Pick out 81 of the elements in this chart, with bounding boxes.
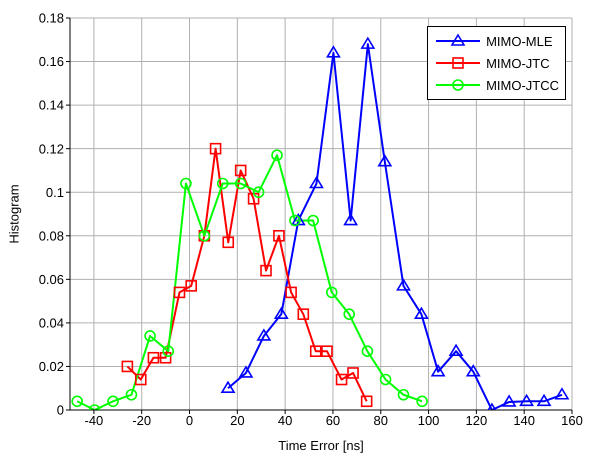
x-tick-label: 120 (466, 413, 488, 428)
point (285, 286, 297, 298)
x-tick-label: 60 (326, 413, 340, 428)
point (274, 307, 288, 319)
point (380, 374, 392, 386)
point (234, 178, 246, 190)
point (185, 280, 197, 292)
point (310, 176, 324, 188)
point (210, 142, 222, 154)
point (234, 164, 246, 176)
point (221, 381, 235, 394)
point (347, 367, 359, 379)
point (362, 345, 374, 357)
point (252, 186, 264, 198)
x-tick-label: 40 (278, 413, 292, 428)
point (107, 395, 119, 408)
point (310, 345, 322, 357)
y-tick-label: 0.14 (38, 98, 64, 113)
y-tick-label: 0.02 (38, 359, 64, 374)
point (344, 214, 358, 226)
point (360, 395, 372, 408)
point (307, 214, 319, 226)
point (160, 352, 172, 364)
legend-label: MIMO-JTC (486, 56, 550, 70)
point (134, 374, 147, 386)
x-tick-label: -20 (132, 413, 152, 428)
point (466, 364, 480, 376)
point (248, 192, 260, 205)
point (260, 264, 272, 276)
point (273, 230, 285, 242)
y-tick-label: 0.08 (38, 228, 64, 244)
point (122, 360, 134, 372)
y-axis-title: Histogram (6, 184, 22, 244)
x-tick-label: 0 (186, 413, 194, 428)
point (144, 330, 156, 342)
point (416, 395, 428, 408)
y-tick-label: 0.18 (38, 10, 64, 26)
x-tick-label: 80 (374, 413, 388, 428)
point (361, 37, 375, 49)
point (336, 374, 348, 386)
y-tick-label: 0.1 (46, 184, 64, 200)
x-tick-label: 140 (513, 413, 536, 428)
point (222, 236, 234, 248)
x-tick-label: 100 (418, 413, 440, 428)
point (174, 286, 186, 298)
point (449, 344, 463, 356)
point (180, 178, 192, 190)
point (162, 345, 174, 357)
x-tick-label: -40 (84, 413, 104, 428)
y-tick-label: 0.06 (38, 272, 64, 287)
point (414, 307, 428, 319)
point (326, 286, 338, 298)
point (148, 352, 160, 364)
point (321, 345, 333, 357)
point (291, 214, 306, 226)
point (216, 178, 229, 190)
point (257, 329, 271, 341)
point (378, 154, 392, 167)
point (271, 149, 283, 161)
point (502, 395, 516, 407)
x-tick-label: 20 (230, 413, 245, 428)
point (398, 388, 410, 401)
x-tick-label: 160 (561, 413, 583, 428)
point (431, 364, 445, 376)
point (555, 388, 569, 400)
y-tick-label: 0.12 (38, 141, 64, 156)
y-tick-label: 0 (56, 402, 64, 418)
point (126, 388, 138, 401)
point (298, 308, 310, 320)
point (520, 394, 534, 406)
point (537, 394, 551, 406)
y-tick-label: 0.16 (38, 54, 64, 70)
legend-label: MIMO-JTCC (486, 78, 559, 92)
legend-label: MIMO-MLE (486, 34, 553, 48)
point (396, 279, 410, 291)
point (239, 366, 253, 378)
point (71, 395, 83, 408)
x-axis-title: Time Error [ns] (278, 438, 364, 453)
y-tick-label: 0.04 (38, 316, 64, 331)
point (326, 46, 340, 58)
point (343, 308, 356, 320)
